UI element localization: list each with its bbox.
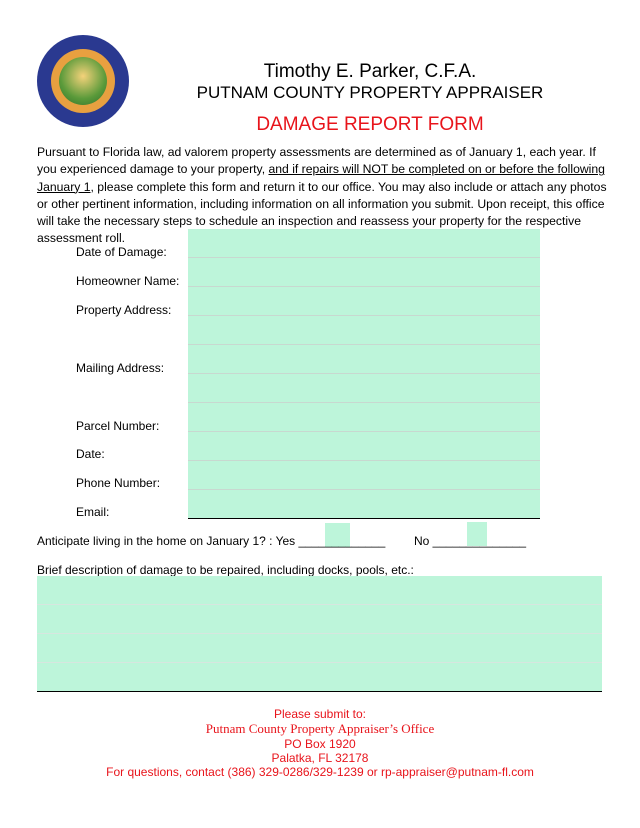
mailing-address-label: Mailing Address: — [76, 361, 165, 375]
homeowner-name-input[interactable] — [188, 258, 540, 287]
form-title: DAMAGE REPORT FORM — [256, 114, 484, 135]
office-address-name: Putnam County Property Appraiser’s Offic… — [205, 721, 435, 736]
mailing-address-input-2[interactable] — [188, 374, 540, 403]
city-state-zip: Palatka, FL 32178 — [271, 751, 369, 765]
anticipate-living-question: Anticipate living in the home on January… — [37, 534, 386, 548]
form-fields — [188, 229, 540, 519]
date-label: Date: — [76, 447, 105, 461]
property-address-label: Property Address: — [76, 303, 172, 317]
contact-info: For questions, contact (386) 329-0286/32… — [106, 765, 534, 779]
email-input[interactable] — [188, 490, 540, 519]
parcel-number-input[interactable] — [188, 403, 540, 432]
office-name: PUTNAM COUNTY PROPERTY APPRAISER — [196, 83, 544, 102]
property-address-input-1[interactable] — [188, 287, 540, 316]
damage-description-input[interactable] — [37, 576, 602, 692]
phone-number-input[interactable] — [188, 461, 540, 490]
po-box: PO Box 1920 — [284, 737, 356, 751]
no-checkbox[interactable] — [467, 522, 487, 546]
homeowner-name-label: Homeowner Name: — [76, 274, 180, 288]
appraiser-name: Timothy E. Parker, C.F.A. — [263, 61, 477, 82]
date-input[interactable] — [188, 432, 540, 461]
yes-checkbox[interactable] — [325, 523, 350, 547]
putnam-county-seal-logo — [37, 35, 129, 127]
parcel-number-label: Parcel Number: — [76, 419, 160, 433]
description-label: Brief description of damage to be repair… — [37, 563, 414, 577]
phone-number-label: Phone Number: — [76, 476, 161, 490]
email-label: Email: — [76, 505, 110, 519]
intro-paragraph: Pursuant to Florida law, ad valorem prop… — [37, 145, 607, 246]
no-option-label: No ______________ — [414, 534, 527, 548]
date-of-damage-input[interactable] — [188, 229, 540, 258]
property-address-input-2[interactable] — [188, 316, 540, 345]
date-of-damage-label: Date of Damage: — [76, 245, 167, 259]
submit-to-label: Please submit to: — [273, 707, 367, 721]
mailing-address-input-1[interactable] — [188, 345, 540, 374]
